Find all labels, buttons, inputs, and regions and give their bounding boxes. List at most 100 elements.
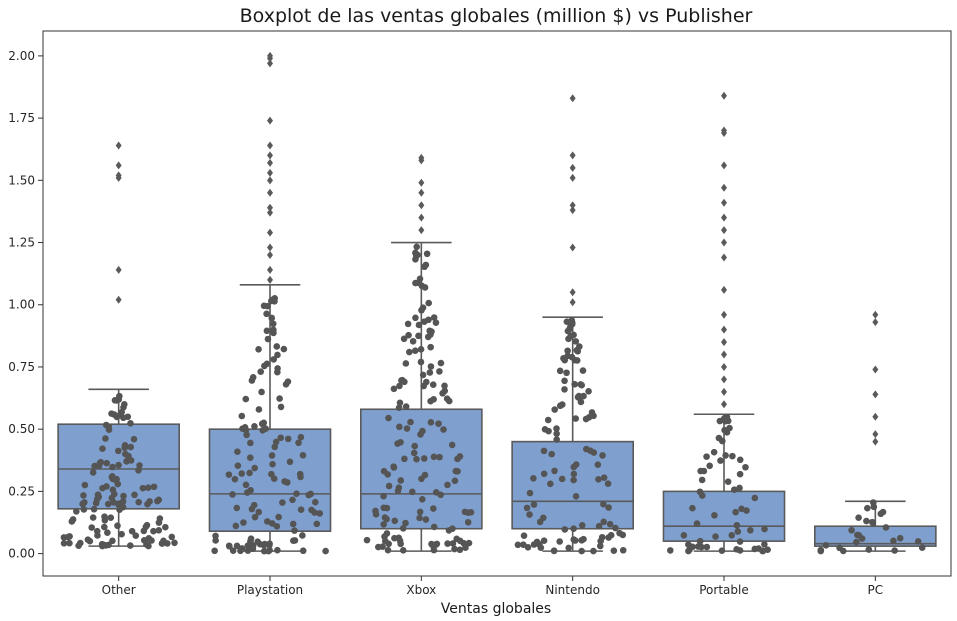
swarm-point bbox=[598, 533, 606, 541]
outlier-marker bbox=[721, 238, 727, 247]
swarm-point bbox=[451, 545, 458, 553]
swarm-point bbox=[229, 491, 236, 498]
swarm-point bbox=[882, 524, 890, 531]
outlier-marker bbox=[418, 201, 425, 210]
outlier-marker bbox=[267, 203, 273, 212]
swarm-point bbox=[150, 527, 157, 535]
swarm-point bbox=[712, 533, 719, 540]
swarm-point bbox=[724, 417, 732, 425]
swarm-point bbox=[711, 512, 718, 519]
outlier-marker bbox=[872, 412, 879, 421]
swarm-point bbox=[171, 539, 178, 547]
swarm-point bbox=[536, 518, 544, 526]
swarm-point bbox=[570, 470, 578, 478]
swarm-point bbox=[101, 523, 108, 531]
swarm-point bbox=[582, 415, 590, 423]
swarm-point bbox=[408, 488, 416, 496]
swarm-point bbox=[128, 527, 136, 535]
outlier-marker bbox=[872, 318, 879, 327]
swarm-point bbox=[272, 438, 280, 446]
swarm-point bbox=[139, 484, 147, 492]
swarm-point bbox=[396, 399, 404, 407]
swarm-point bbox=[426, 369, 434, 376]
swarm-point bbox=[397, 540, 404, 548]
swarm-point bbox=[396, 423, 403, 431]
swarm-points bbox=[817, 499, 926, 555]
swarm-point bbox=[66, 539, 73, 547]
swarm-point bbox=[698, 492, 706, 499]
swarm-point bbox=[102, 542, 110, 549]
x-tick-label: Other bbox=[102, 583, 136, 597]
swarm-point bbox=[311, 498, 319, 506]
swarm-point bbox=[413, 455, 420, 463]
swarm-point bbox=[124, 413, 132, 421]
swarm-points bbox=[211, 294, 329, 555]
outlier-marker bbox=[721, 198, 727, 207]
swarm-point bbox=[407, 418, 414, 426]
swarm-point bbox=[572, 493, 580, 500]
swarm-point bbox=[416, 514, 423, 522]
swarm-point bbox=[427, 419, 435, 426]
swarm-point bbox=[99, 445, 106, 452]
outlier-marker bbox=[569, 206, 576, 215]
swarm-point bbox=[600, 474, 608, 482]
swarm-point bbox=[556, 538, 563, 545]
outlier-marker bbox=[872, 365, 879, 374]
swarm-point bbox=[616, 529, 623, 537]
outlier-marker bbox=[721, 285, 727, 294]
swarm-point bbox=[680, 532, 688, 539]
swarm-point bbox=[284, 435, 292, 443]
swarm-point bbox=[135, 466, 142, 474]
swarm-point bbox=[402, 519, 409, 527]
swarm-point bbox=[262, 425, 269, 433]
swarm-point bbox=[734, 528, 742, 535]
plot-area bbox=[57, 51, 937, 555]
swarm-point bbox=[76, 539, 84, 547]
swarm-point bbox=[264, 518, 271, 525]
swarm-point bbox=[297, 433, 305, 441]
swarm-point bbox=[255, 508, 263, 516]
swarm-point bbox=[865, 546, 873, 553]
swarm-point bbox=[255, 345, 262, 353]
swarm-point bbox=[571, 380, 578, 388]
swarm-point bbox=[380, 492, 387, 500]
swarm-point bbox=[284, 479, 291, 486]
swarm-point bbox=[286, 458, 294, 466]
swarm-point bbox=[397, 477, 405, 484]
swarm-point bbox=[456, 546, 464, 554]
swarm-point bbox=[553, 436, 560, 443]
swarm-point bbox=[260, 547, 268, 555]
swarm-point bbox=[104, 529, 111, 537]
outlier-marker bbox=[267, 116, 273, 125]
swarm-point bbox=[430, 396, 437, 403]
swarm-point bbox=[261, 362, 268, 370]
y-tick-label: 2.00 bbox=[8, 49, 35, 63]
swarm-point bbox=[299, 532, 306, 539]
swarm-point bbox=[251, 464, 259, 472]
outlier-marker bbox=[418, 188, 425, 197]
outlier-marker bbox=[115, 265, 122, 274]
swarm-point bbox=[412, 314, 419, 322]
swarm-point bbox=[95, 493, 103, 501]
swarm-point bbox=[544, 416, 552, 424]
swarm-point bbox=[738, 505, 745, 513]
y-tick-label: 1.25 bbox=[8, 236, 35, 250]
swarm-point bbox=[453, 535, 460, 543]
swarm-point bbox=[728, 532, 736, 539]
swarm-point bbox=[736, 484, 743, 492]
box-group-xbox bbox=[359, 153, 483, 554]
swarm-point bbox=[391, 517, 399, 525]
swarm-point bbox=[405, 331, 412, 339]
swarm-point bbox=[853, 538, 860, 546]
swarm-point bbox=[402, 403, 410, 410]
box-group-playstation bbox=[208, 51, 332, 555]
swarm-point bbox=[421, 318, 428, 326]
swarm-point bbox=[279, 499, 286, 506]
swarm-point bbox=[520, 532, 528, 539]
swarm-point bbox=[399, 525, 407, 532]
swarm-point bbox=[710, 448, 718, 456]
box-group-portable bbox=[662, 91, 786, 555]
swarm-points bbox=[666, 413, 771, 555]
outlier-marker bbox=[872, 437, 879, 446]
swarm-point bbox=[427, 363, 435, 370]
